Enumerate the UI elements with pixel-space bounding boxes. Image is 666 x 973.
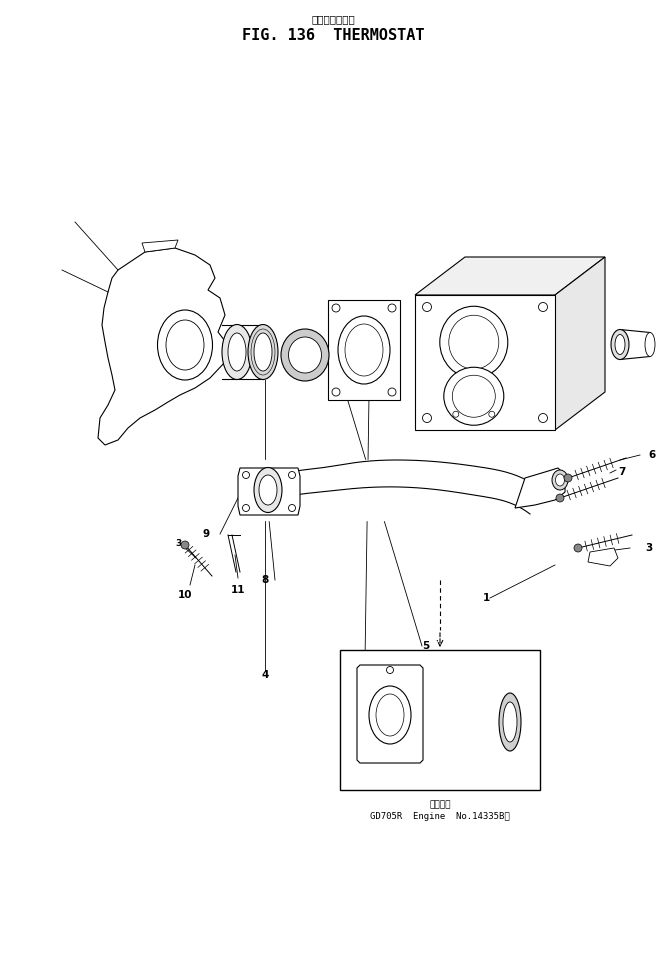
Polygon shape — [555, 257, 605, 430]
Ellipse shape — [332, 388, 340, 396]
Ellipse shape — [452, 376, 496, 417]
Ellipse shape — [376, 694, 404, 736]
Polygon shape — [142, 240, 178, 252]
Ellipse shape — [288, 504, 296, 512]
Polygon shape — [357, 665, 423, 763]
Ellipse shape — [157, 310, 212, 380]
Ellipse shape — [453, 412, 459, 417]
Polygon shape — [415, 257, 605, 295]
Ellipse shape — [574, 544, 582, 552]
Ellipse shape — [242, 472, 250, 479]
Ellipse shape — [254, 467, 282, 513]
Text: 9: 9 — [203, 529, 210, 539]
Ellipse shape — [539, 414, 547, 422]
Text: 7: 7 — [618, 467, 625, 477]
Text: 3: 3 — [645, 543, 652, 553]
Text: 〜: 〜 — [597, 554, 603, 562]
Polygon shape — [515, 468, 565, 508]
Ellipse shape — [248, 325, 278, 379]
Text: 10: 10 — [178, 590, 192, 600]
Ellipse shape — [288, 472, 296, 479]
Text: 11: 11 — [230, 585, 245, 595]
Text: 8: 8 — [525, 711, 532, 721]
Text: 8: 8 — [261, 575, 268, 585]
Text: 5: 5 — [422, 641, 430, 651]
Ellipse shape — [615, 335, 625, 354]
Ellipse shape — [422, 303, 432, 311]
Polygon shape — [98, 248, 228, 445]
Text: サーモスタット: サーモスタット — [311, 14, 355, 24]
Text: 1: 1 — [483, 593, 490, 603]
Ellipse shape — [388, 304, 396, 312]
Ellipse shape — [288, 337, 322, 373]
Ellipse shape — [228, 333, 246, 371]
Ellipse shape — [539, 303, 547, 311]
Bar — [415, 295, 555, 430]
Ellipse shape — [242, 504, 250, 512]
Ellipse shape — [281, 329, 329, 381]
Polygon shape — [328, 300, 400, 400]
Ellipse shape — [332, 304, 340, 312]
Ellipse shape — [254, 333, 272, 371]
Ellipse shape — [564, 474, 572, 482]
Text: 6: 6 — [648, 450, 655, 460]
Ellipse shape — [449, 315, 499, 369]
Ellipse shape — [444, 367, 503, 425]
Ellipse shape — [611, 330, 629, 359]
Ellipse shape — [259, 475, 277, 505]
Ellipse shape — [388, 388, 396, 396]
Text: FIG. 136  THERMOSTAT: FIG. 136 THERMOSTAT — [242, 28, 424, 43]
Text: 適用号管: 適用号管 — [430, 800, 451, 809]
Ellipse shape — [222, 325, 252, 379]
Ellipse shape — [338, 316, 390, 384]
Ellipse shape — [386, 667, 394, 673]
Text: 2: 2 — [358, 655, 365, 665]
Ellipse shape — [555, 474, 565, 486]
Ellipse shape — [552, 470, 568, 490]
Text: GD705R  Engine  No.14335B〜: GD705R Engine No.14335B〜 — [370, 812, 510, 821]
Ellipse shape — [422, 414, 432, 422]
Ellipse shape — [166, 320, 204, 370]
Ellipse shape — [556, 494, 564, 502]
Ellipse shape — [369, 686, 411, 744]
Text: 4: 4 — [261, 670, 268, 680]
Bar — [340, 650, 540, 790]
Ellipse shape — [499, 693, 521, 751]
Ellipse shape — [440, 306, 507, 378]
Polygon shape — [238, 468, 300, 515]
Polygon shape — [588, 548, 618, 566]
Ellipse shape — [645, 333, 655, 356]
Ellipse shape — [489, 412, 495, 417]
Text: 3: 3 — [175, 538, 181, 548]
Ellipse shape — [181, 541, 189, 549]
Ellipse shape — [345, 324, 383, 376]
Ellipse shape — [503, 702, 517, 742]
